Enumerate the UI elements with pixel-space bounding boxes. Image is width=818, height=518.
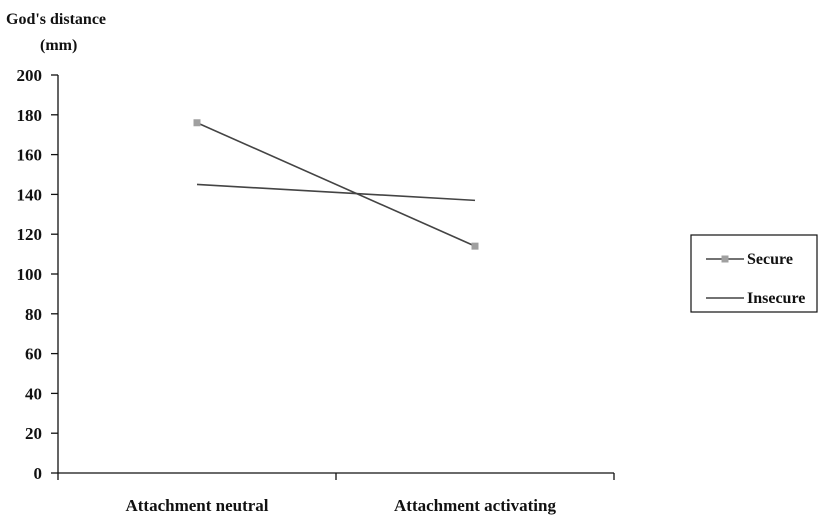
y-axis-ticks: 0 20 40 60 80 100 120 140 160 180 200 [17, 66, 58, 483]
y-tick-label: 0 [34, 464, 43, 483]
y-tick-label: 60 [25, 345, 42, 364]
y-axis-title-line-2: (mm) [40, 37, 77, 54]
x-category-label: Attachment activating [394, 496, 556, 515]
y-tick-label: 160 [17, 146, 43, 165]
y-tick-label: 120 [17, 225, 43, 244]
x-category-label: Attachment neutral [125, 496, 268, 515]
y-tick-label: 140 [17, 185, 43, 204]
data-point-secure [193, 119, 201, 127]
y-tick-label: 100 [17, 265, 43, 284]
series-line-insecure [196, 183, 476, 202]
y-tick-label: 80 [25, 305, 42, 324]
legend-marker-secure [721, 255, 729, 263]
legend-box [690, 234, 818, 313]
legend-label-insecure: Insecure [747, 290, 805, 307]
series-layer [193, 119, 479, 250]
y-tick-label: 40 [25, 384, 42, 403]
series-line-secure [196, 122, 476, 247]
legend: Secure Insecure [690, 234, 818, 313]
legend-label-secure: Secure [747, 251, 793, 268]
y-tick-label: 180 [17, 106, 43, 125]
x-axis-ticks: Attachment neutral Attachment activating [57, 473, 615, 515]
y-tick-label: 200 [17, 66, 43, 85]
data-point-secure [471, 242, 479, 250]
y-axis-title-line-1: God's distance [6, 11, 106, 28]
y-tick-label: 20 [25, 424, 42, 443]
